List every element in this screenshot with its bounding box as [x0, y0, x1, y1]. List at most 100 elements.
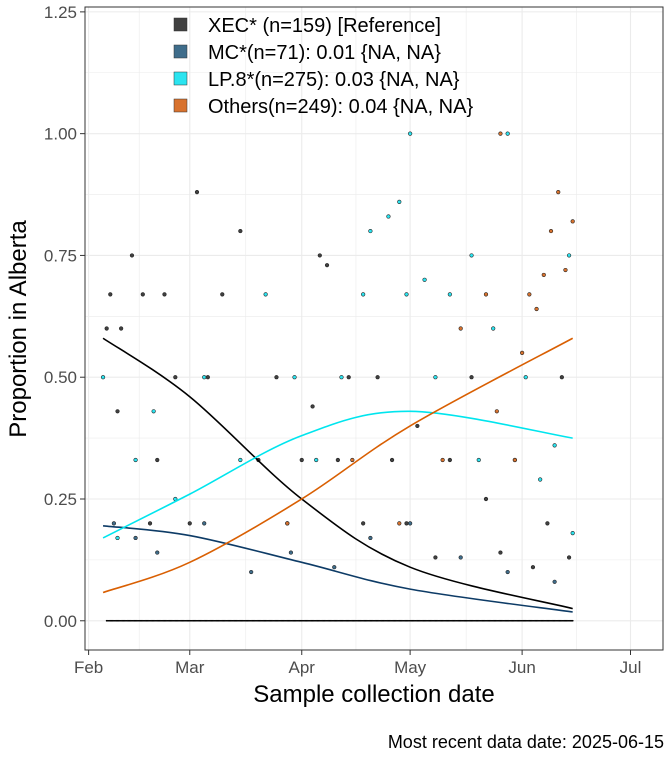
- data-point: [498, 131, 503, 136]
- legend-swatch: [173, 17, 188, 32]
- data-point: [458, 326, 463, 331]
- caption: Most recent data date: 2025-06-15: [388, 732, 664, 752]
- data-point: [447, 457, 452, 463]
- data-point: [433, 375, 438, 380]
- data-point: [408, 131, 413, 136]
- x-tick-label: Apr: [289, 658, 316, 677]
- data-point: [324, 263, 330, 268]
- data-point: [187, 521, 192, 526]
- series-curve: [102, 524, 573, 613]
- data-point: [563, 267, 568, 273]
- y-tick-label: 1.00: [44, 125, 77, 144]
- data-point: [350, 457, 355, 463]
- data-point: [310, 404, 315, 409]
- legend-label: MC*(n=71): 0.01 {NA, NA}: [208, 42, 441, 64]
- data-point: [556, 190, 561, 195]
- data-point: [263, 292, 268, 297]
- legend-label: Others(n=249): 0.04 {NA, NA}: [208, 96, 473, 118]
- y-tick-label: 0.25: [44, 490, 77, 509]
- data-point: [314, 457, 319, 463]
- data-point: [433, 555, 438, 560]
- series-layer: [100, 131, 575, 622]
- zero-point: [571, 619, 574, 622]
- x-tick-label: Feb: [74, 658, 103, 677]
- data-point: [505, 569, 510, 575]
- data-point: [505, 131, 510, 136]
- legend-label: LP.8*(n=275): 0.03 {NA, NA}: [208, 69, 460, 91]
- data-point: [147, 521, 153, 526]
- data-point: [458, 555, 463, 560]
- data-point: [570, 530, 575, 536]
- data-point: [238, 228, 243, 234]
- legend: XEC* (n=159) [Reference] MC*(n=71): 0.01 …: [173, 15, 473, 118]
- legend-swatch: [173, 44, 188, 59]
- data-point: [469, 253, 474, 258]
- data-point: [483, 292, 489, 297]
- series-group: [102, 521, 573, 613]
- data-point: [523, 375, 528, 380]
- data-point: [520, 350, 525, 355]
- data-point: [202, 375, 207, 380]
- zero-baseline-points: [105, 619, 574, 622]
- data-point: [151, 409, 156, 414]
- data-point: [368, 535, 373, 541]
- data-point: [548, 228, 554, 234]
- data-point: [447, 292, 452, 297]
- data-point: [288, 550, 294, 555]
- series-curve: [102, 410, 573, 539]
- data-point: [386, 214, 391, 219]
- y-tick-label: 0.50: [44, 368, 77, 387]
- legend-label: XEC* (n=159) [Reference]: [208, 15, 441, 37]
- data-point: [238, 457, 243, 463]
- x-axis-title: Sample collection date: [253, 681, 494, 708]
- plot-panel: [84, 6, 664, 651]
- y-tick-label: 0.00: [44, 612, 77, 631]
- data-point: [559, 375, 564, 380]
- data-point: [361, 521, 366, 526]
- data-point: [111, 521, 116, 526]
- x-tick-label: May: [394, 658, 427, 677]
- data-point: [299, 457, 304, 463]
- data-point: [476, 457, 481, 463]
- data-point: [415, 423, 420, 429]
- data-point: [108, 292, 113, 297]
- data-point: [566, 253, 572, 258]
- data-point: [440, 457, 445, 463]
- data-point: [339, 375, 344, 380]
- data-point: [100, 375, 106, 380]
- data-point: [346, 375, 351, 380]
- data-point: [566, 555, 572, 560]
- data-point: [220, 292, 225, 297]
- data-point: [404, 521, 409, 526]
- data-point: [512, 457, 517, 463]
- data-point: [541, 272, 546, 278]
- data-point: [162, 292, 167, 297]
- y-tick-label: 0.75: [44, 246, 77, 265]
- legend-swatch: [173, 71, 188, 86]
- series-group: [102, 131, 575, 594]
- x-tick-label: Jun: [508, 658, 535, 677]
- data-point: [173, 375, 178, 380]
- data-point: [469, 375, 474, 380]
- legend-swatch: [173, 98, 188, 113]
- series-curve: [102, 337, 574, 594]
- data-point: [404, 292, 409, 297]
- data-point: [115, 409, 120, 414]
- data-point: [375, 375, 380, 380]
- data-point: [397, 521, 402, 526]
- data-point: [552, 579, 557, 584]
- data-point: [570, 219, 575, 224]
- data-point: [332, 565, 337, 570]
- axis-layer: Feb Mar Apr May Jun Jul 0.00 0.25 0.50 0.75 1.00 1.…: [44, 3, 641, 677]
- data-point: [140, 292, 145, 297]
- x-tick-label: Mar: [175, 658, 205, 677]
- data-point: [494, 409, 499, 414]
- y-axis-title: Proportion in Alberta: [5, 220, 32, 438]
- x-tick-label: Jul: [620, 658, 642, 677]
- data-point: [133, 535, 138, 541]
- data-point: [397, 199, 402, 204]
- data-point: [498, 550, 503, 555]
- data-point: [129, 253, 135, 258]
- data-point: [361, 292, 366, 297]
